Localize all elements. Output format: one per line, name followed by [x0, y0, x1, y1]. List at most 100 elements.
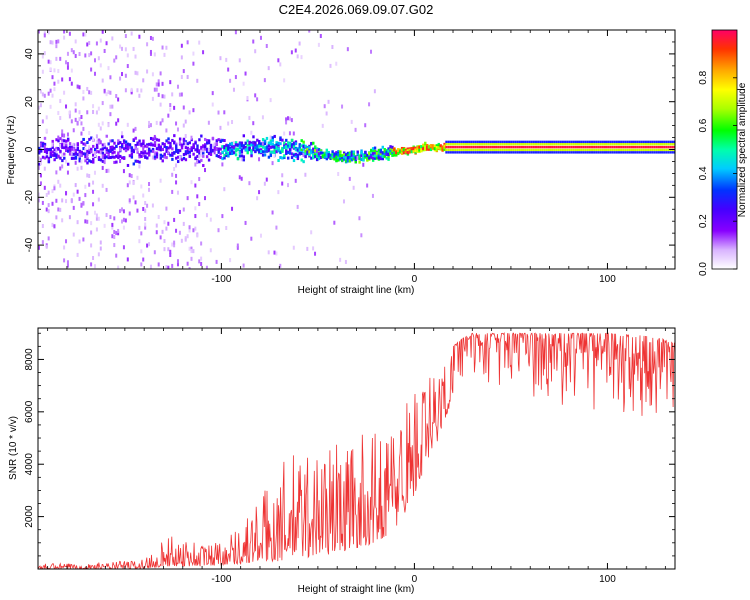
heatmap-cell: [205, 213, 208, 218]
heatmap-cell: [184, 134, 187, 139]
heatmap-cell: [107, 123, 110, 128]
heatmap-cell: [84, 32, 87, 37]
heatmap-cell: [192, 61, 195, 66]
heatmap-cell: [451, 140, 453, 144]
heatmap-cell: [86, 219, 89, 224]
heatmap-cell: [437, 146, 440, 150]
heatmap-cell: [261, 141, 264, 146]
heatmap-cell: [126, 183, 129, 188]
heatmap-cell: [277, 58, 280, 63]
heatmap-cell: [80, 202, 83, 207]
heatmap-cell: [441, 148, 444, 152]
heatmap-cell: [68, 31, 71, 36]
heatmap-cell: [223, 146, 226, 150]
heatmap-cell: [39, 142, 42, 147]
heatmap-cell: [113, 216, 116, 221]
heatmap-cell: [171, 157, 174, 161]
heatmap-cell: [472, 148, 475, 152]
heatmap-cell: [285, 149, 288, 153]
heatmap-cell: [306, 147, 309, 151]
heatmap-cell: [628, 143, 631, 146]
heatmap-cell: [55, 56, 58, 61]
heatmap-cell: [312, 141, 315, 145]
heatmap-cell: [344, 156, 348, 160]
heatmap-cell: [63, 245, 66, 250]
heatmap-cell: [144, 144, 147, 148]
heatmap-cell: [184, 119, 187, 124]
heatmap-cell: [366, 183, 369, 188]
heatmap-cell: [281, 146, 284, 150]
heatmap-cell: [59, 183, 62, 188]
heatmap-cell: [167, 221, 170, 226]
heatmap-cell: [45, 207, 48, 212]
heatmap-cell: [256, 148, 259, 152]
heatmap-cell: [292, 159, 296, 163]
heatmap-cell: [615, 151, 618, 154]
heatmap-cell: [78, 157, 81, 161]
heatmap-cell: [242, 144, 246, 148]
heatmap-cell: [647, 148, 650, 152]
heatmap-cell: [225, 225, 228, 230]
heatmap-cell: [55, 39, 58, 44]
heatmap-cell: [240, 148, 244, 152]
heatmap-cell: [468, 143, 471, 146]
heatmap-cell: [397, 152, 400, 156]
heatmap-cell: [632, 151, 635, 154]
heatmap-cell: [551, 148, 554, 152]
heatmap-cell: [578, 151, 581, 154]
heatmap-cell: [277, 149, 280, 153]
heatmap-cell: [142, 207, 145, 212]
heatmap-cell: [456, 145, 459, 149]
heatmap-cell: [140, 150, 143, 154]
heatmap-cell: [294, 142, 298, 146]
heatmap-cell: [350, 153, 354, 157]
heatmap-cell: [564, 145, 567, 149]
heatmap-cell: [92, 144, 95, 148]
heatmap-cell: [86, 153, 89, 157]
heatmap-cell: [508, 151, 511, 154]
heatmap-cell: [119, 154, 122, 158]
heatmap-cell: [111, 148, 114, 152]
heatmap-cell: [402, 150, 406, 154]
heatmap-cell: [261, 153, 265, 157]
heatmap-cell: [659, 143, 662, 146]
heatmap-cell: [478, 143, 481, 146]
heatmap-cell: [456, 148, 459, 152]
heatmap-cell: [128, 143, 132, 147]
heatmap-cell: [487, 145, 490, 149]
heatmap-cell: [273, 145, 276, 149]
heatmap-cell: [352, 157, 356, 161]
heatmap-cell: [283, 145, 286, 149]
heatmap-cell: [259, 233, 262, 238]
heatmap-cell: [626, 145, 629, 149]
heatmap-cell: [68, 215, 71, 220]
heatmap-cell: [549, 145, 552, 149]
heatmap-cell: [319, 34, 322, 39]
heatmap-cell: [570, 151, 573, 154]
heatmap-cell: [132, 162, 135, 166]
heatmap-cell: [381, 145, 384, 149]
heatmap-cell: [169, 80, 172, 85]
heatmap-cell: [165, 156, 168, 160]
heatmap-cell: [267, 147, 271, 151]
heatmap-cell: [462, 145, 465, 149]
heatmap-cell: [232, 151, 236, 155]
heatmap-cell: [209, 149, 213, 153]
colorbar-tick-label: 0.8: [698, 70, 709, 84]
heatmap-cell: [163, 142, 166, 146]
heatmap-cell: [113, 243, 116, 248]
heatmap-cell: [493, 143, 496, 146]
heatmap-cell: [161, 229, 164, 234]
heatmap-cell: [472, 140, 475, 144]
heatmap-cell: [142, 147, 145, 152]
heatmap-cell: [599, 143, 602, 146]
heatmap-cell: [161, 147, 164, 151]
heatmap-cell: [294, 48, 297, 53]
heatmap-cell: [97, 157, 101, 161]
heatmap-cell: [132, 148, 135, 152]
heatmap-cell: [287, 145, 290, 149]
heatmap-cell: [45, 115, 48, 120]
heatmap-cell: [485, 140, 488, 144]
heatmap-cell: [638, 140, 641, 144]
heatmap-cell: [196, 78, 199, 83]
